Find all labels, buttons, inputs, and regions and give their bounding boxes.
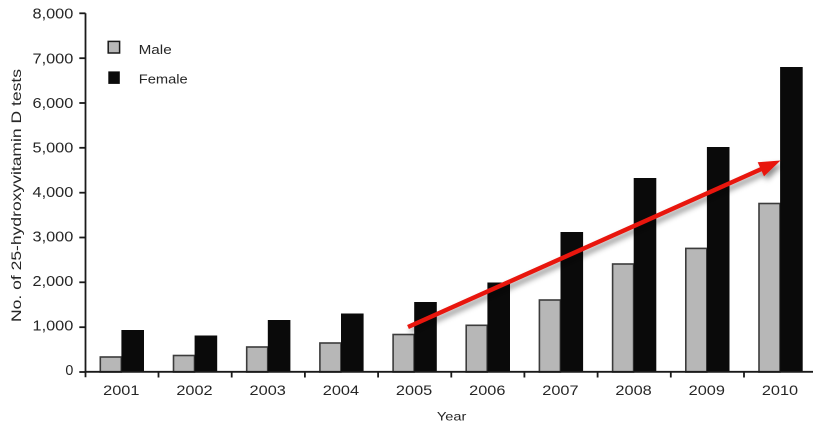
svg-text:2010: 2010 [762,382,799,398]
svg-text:2009: 2009 [689,382,726,398]
svg-text:2002: 2002 [176,382,213,398]
svg-text:2003: 2003 [250,382,287,398]
svg-text:Female: Female [139,72,188,87]
svg-text:2008: 2008 [615,382,652,398]
svg-text:7,000: 7,000 [33,51,74,67]
svg-text:1,000: 1,000 [33,318,74,334]
svg-text:8,000: 8,000 [33,7,74,23]
svg-text:Male: Male [139,42,172,57]
svg-text:Year: Year [437,410,466,424]
svg-text:2007: 2007 [542,382,579,398]
svg-text:4,000: 4,000 [33,185,74,201]
svg-text:3,000: 3,000 [33,229,74,245]
svg-text:2005: 2005 [396,382,433,398]
svg-text:2006: 2006 [469,382,506,398]
svg-text:6,000: 6,000 [33,96,74,112]
svg-text:2,000: 2,000 [33,274,74,290]
svg-text:0: 0 [65,363,73,379]
svg-text:No. of 25-hydroxyvitamin D tes: No. of 25-hydroxyvitamin D tests [8,69,24,322]
svg-text:5,000: 5,000 [33,140,74,156]
svg-text:2001: 2001 [103,382,140,398]
svg-text:2004: 2004 [323,382,360,398]
